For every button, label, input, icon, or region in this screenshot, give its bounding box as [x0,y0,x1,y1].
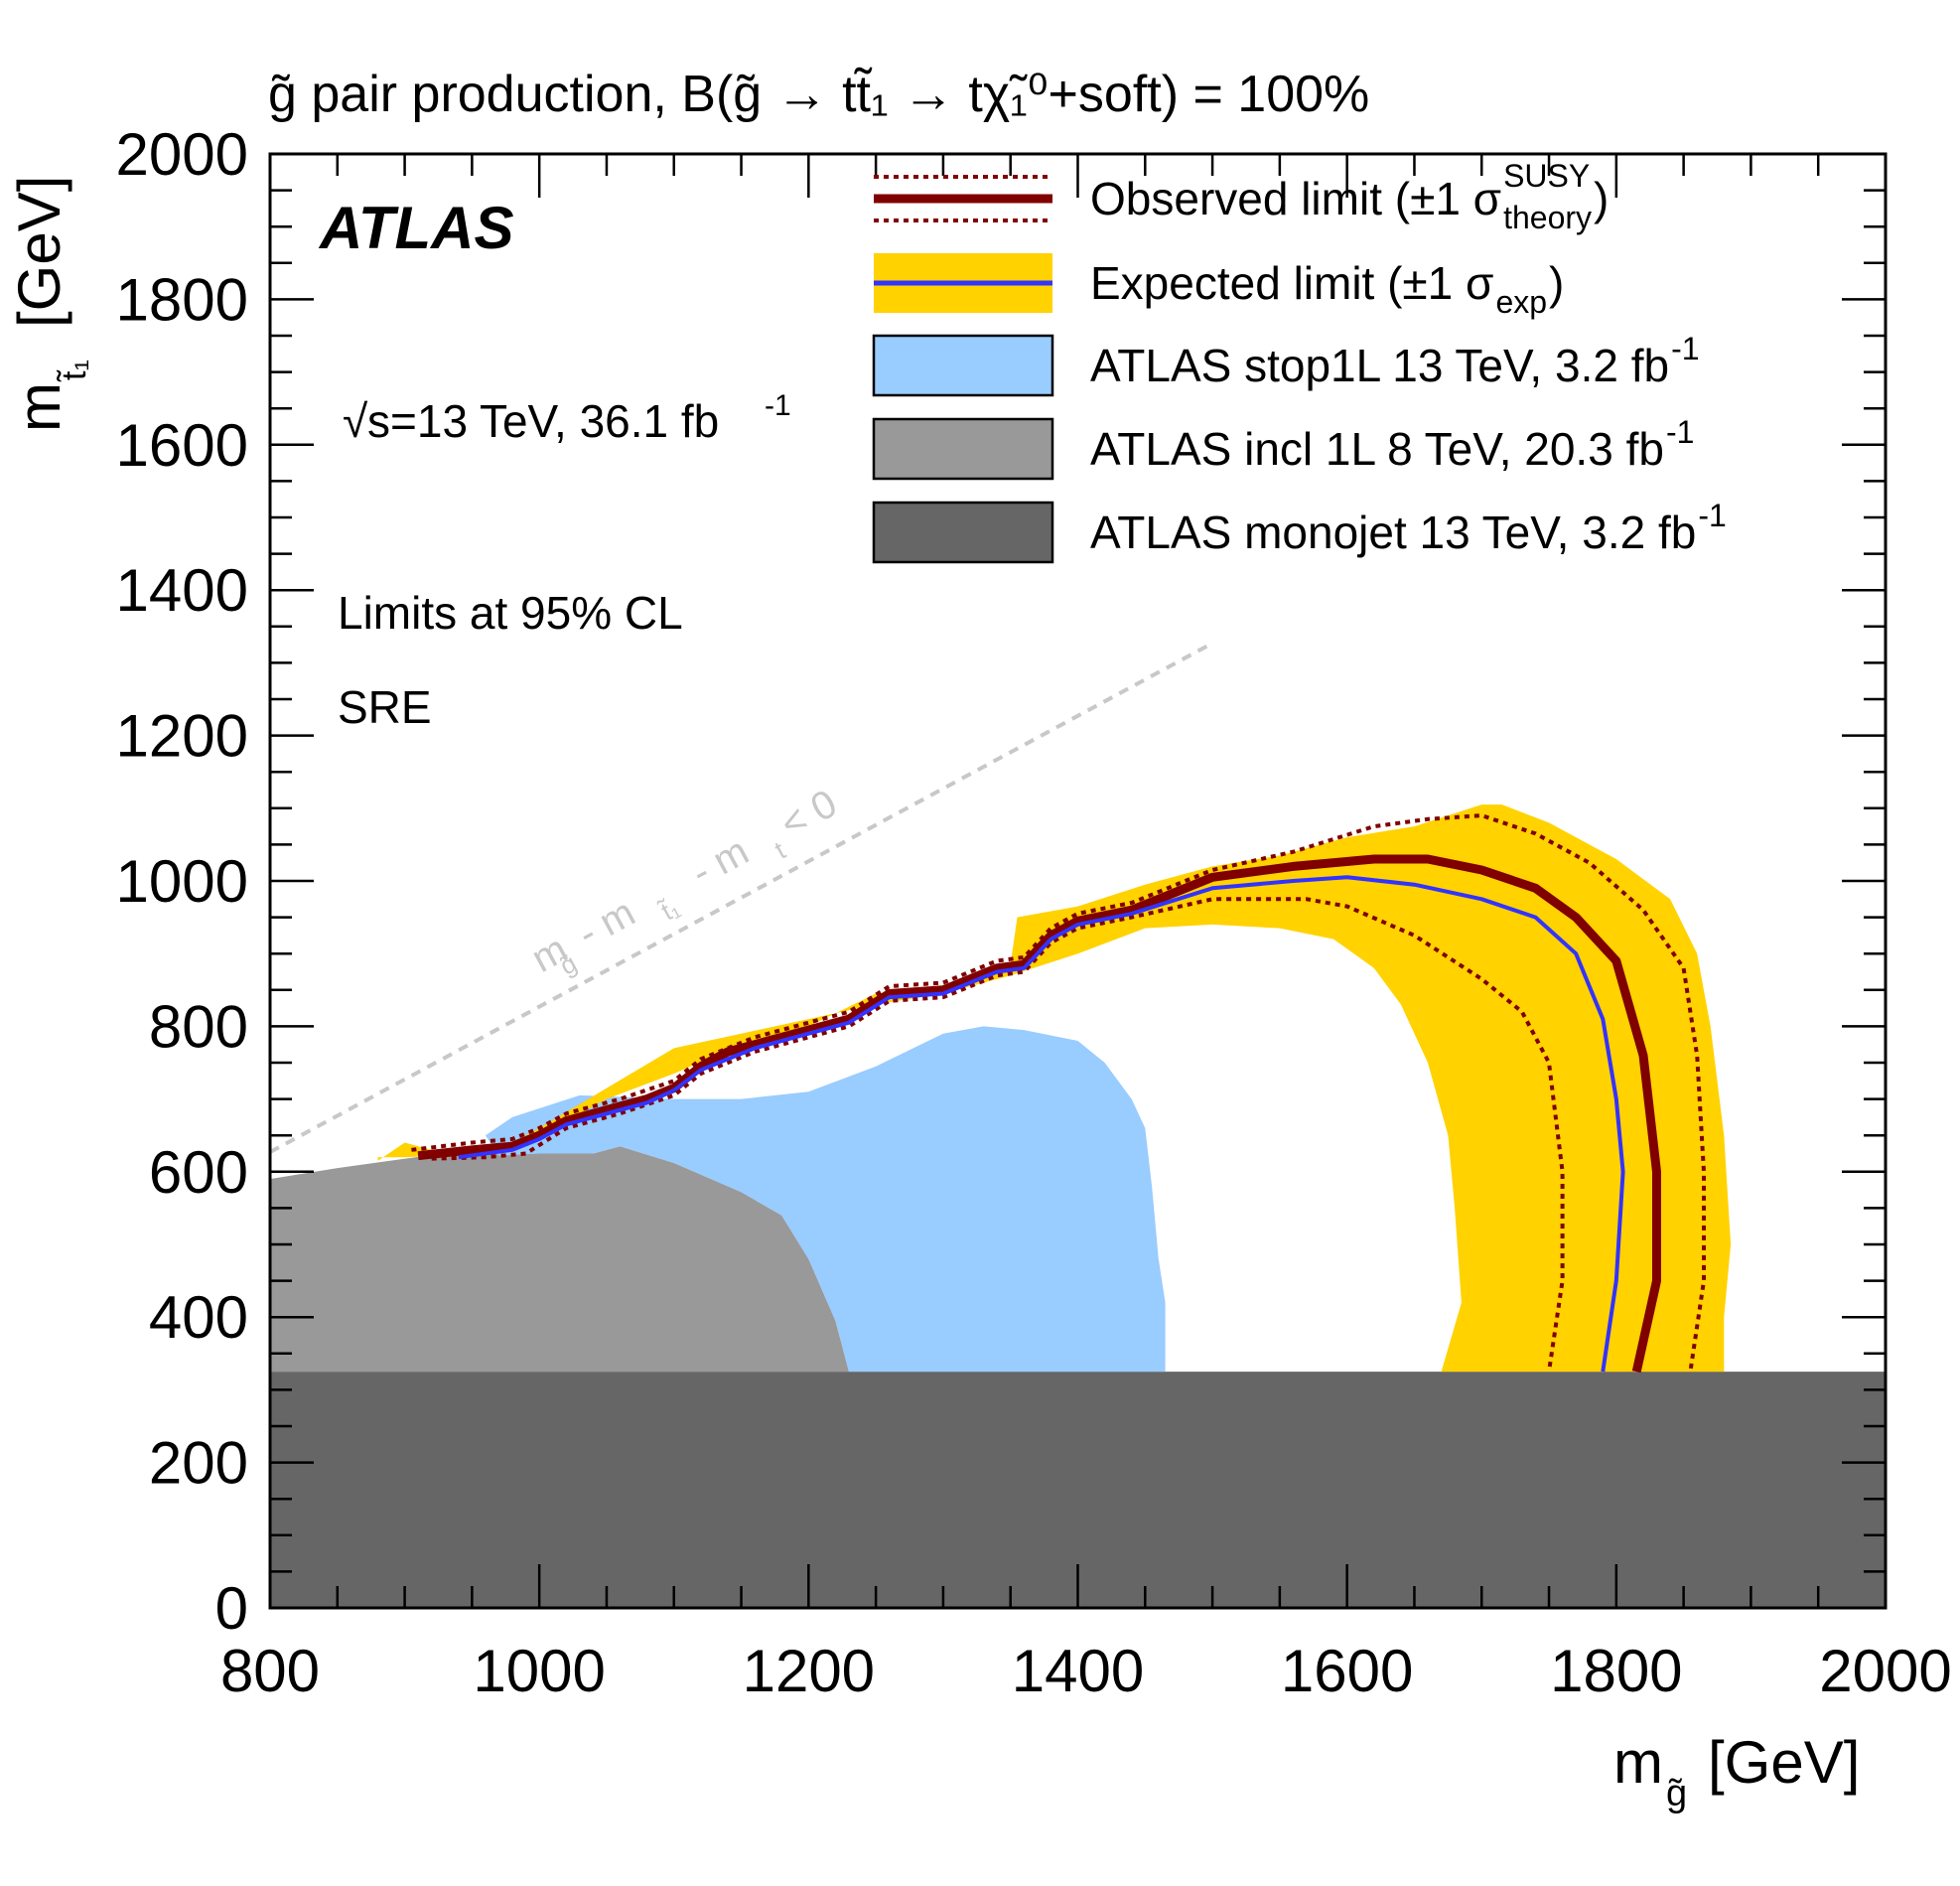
legend-label-sub: exp [1495,284,1547,320]
x-axis-title: m g̃ [GeV] [1613,1729,1860,1814]
legend-label-sup: SUSY [1503,158,1590,194]
legend-item-darkgray: ATLAS monojet 13 TeV, 3.2 fb -1 [872,498,1727,564]
legend-label-close: ) [1549,257,1564,309]
legend-label-sup: -1 [1698,498,1726,533]
legend-label: ATLAS monojet 13 TeV, 3.2 fb [1090,507,1696,558]
diagonal-label-part: - m [684,829,756,895]
series-3-area [377,804,1732,1373]
legend-swatch-darkgray [872,501,1054,564]
axis-ticks: 800 1000 1200 1400 1600 1800 2000 0 200 400 600 800… [116,121,1952,1704]
y-tick-label: 200 [149,1430,248,1497]
x-tick-label: 1200 [743,1638,875,1704]
y-axis-title-sub: t̃₁ [56,360,93,382]
experiment-label: ATLAS [318,195,514,261]
curves-layer [377,804,1732,1374]
legend-label: ATLAS incl 1L 8 TeV, 20.3 fb [1090,423,1664,475]
y-axis-title: m t̃₁ [GeV] [6,176,93,432]
series-0-area [270,1372,1886,1608]
energy-label-text: s=13 TeV, 36.1 fb [367,395,719,447]
series-2-area [485,1026,1166,1373]
y-axis-title-main: m [6,382,72,432]
legend-label: ATLAS stop1L 13 TeV, 3.2 fb [1090,340,1669,391]
legend-label-sup: -1 [1671,331,1699,366]
y-tick-label: 0 [215,1575,248,1642]
x-axis-title-main: m [1613,1729,1663,1796]
regions-layer [270,1026,1886,1608]
legend-item-lightblue: ATLAS stop1L 13 TeV, 3.2 fb -1 [872,331,1700,397]
y-tick-label: 1800 [116,266,248,333]
legend-label: Observed limit (±1 σ [1090,173,1501,224]
diagonal-label-part: < 0 [773,782,844,847]
diagonal-label-part: t [770,835,790,865]
legend: Observed limit (±1 σ theorySUSY)Expected … [872,158,1727,564]
y-tick-label: 400 [149,1284,248,1351]
series-4-line [417,854,1661,1374]
legend-label: Expected limit (±1 σ [1090,257,1493,309]
x-tick-label: 1400 [1012,1638,1144,1704]
x-axis-title-sub: g̃ [1666,1773,1687,1814]
x-tick-label: 1800 [1550,1638,1682,1704]
diagonal-label-part: - m [571,891,642,956]
legend-swatch-lightblue [872,334,1054,397]
y-tick-label: 600 [149,1139,248,1206]
diagonal-label-part: t̃₁ [654,892,684,927]
x-tick-label: 800 [220,1638,320,1704]
x-tick-label: 2000 [1819,1638,1951,1704]
legend-swatch-gray [872,417,1054,481]
y-tick-label: 1200 [116,703,248,770]
energy-label-sup: -1 [765,389,791,422]
y-tick-label: 1000 [116,848,248,915]
x-tick-label: 1600 [1281,1638,1413,1704]
series-1-area [270,1146,849,1373]
legend-label-sup: -1 [1666,414,1694,450]
legend-item-gray: ATLAS incl 1L 8 TeV, 20.3 fb -1 [872,414,1694,481]
y-tick-label: 2000 [116,121,248,188]
legend-item-observed: Observed limit (±1 σ theory SUSY) [874,158,1609,235]
legend-label-sub: theory [1503,200,1592,235]
series-7-line [458,875,1625,1373]
sqrt-symbol: √ [343,395,368,447]
region-label: SRE [338,681,432,733]
x-axis-title-unit: [GeV] [1708,1729,1860,1796]
y-tick-label: 1600 [116,412,248,479]
y-axis-title-unit: [GeV] [6,176,72,328]
series-6-line [431,897,1565,1373]
legend-label-close: ) [1594,173,1609,224]
y-tick-label: 1400 [116,557,248,624]
energy-label: √ s=13 TeV, 36.1 fb -1 [343,389,791,447]
x-tick-label: 1000 [473,1638,605,1704]
y-tick-label: 800 [149,993,248,1060]
cl-label: Limits at 95% CL [338,587,683,639]
chart-title: g̃ pair production, B(g̃ → tt̃₁ → tχ̃₁⁰+… [268,66,1369,123]
legend-item-expected: Expected limit (±1 σ exp) [874,253,1564,320]
